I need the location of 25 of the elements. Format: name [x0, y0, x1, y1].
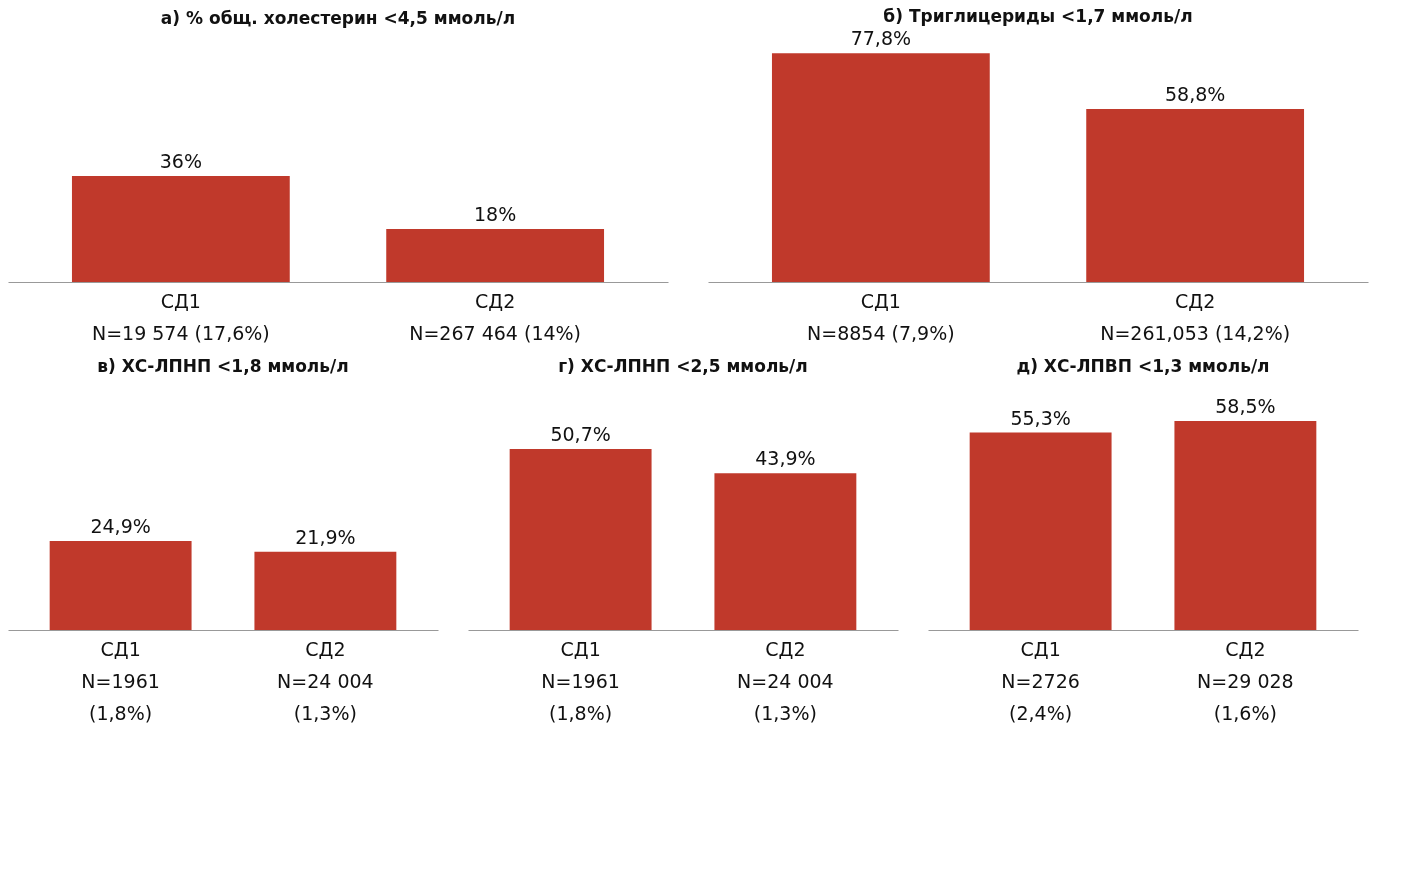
chart-title: г) ХС-ЛПНП <2,5 ммоль/л: [558, 356, 808, 376]
x-tick-label: СД2 N=261,053 (14,2%): [1100, 289, 1291, 344]
data-label: 36%: [159, 150, 202, 173]
x-tick-label: СД1 N=2726 (2,4%): [1001, 637, 1080, 724]
x-tick-label: СД1 N=1961 (1,8%): [81, 637, 160, 724]
data-label: 21,9%: [295, 525, 356, 548]
chart-title: б) Триглицериды <1,7 ммоль/л: [883, 6, 1193, 27]
data-label: 50,7%: [550, 422, 611, 445]
x-tick-label: СД2 N=24 004 (1,3%): [277, 637, 374, 724]
chart-title: в) ХС-ЛПНП <1,8 ммоль/л: [97, 356, 349, 376]
chart-title: д) ХС-ЛПВП <1,3 ммоль/л: [1016, 356, 1270, 376]
x-tick-label: СД1 N=8854 (7,9%): [807, 289, 955, 344]
data-label: 77,8%: [850, 27, 912, 50]
data-label: 18%: [474, 203, 517, 226]
x-tick-label: СД1 N=19 574 (17,6%): [91, 289, 270, 344]
data-label: 58,8%: [1164, 83, 1226, 106]
data-label: 55,3%: [1010, 406, 1071, 429]
x-tick-label: СД2 N=29 028 (1,6%): [1197, 637, 1294, 724]
chart-title: а) % общ. холестерин <4,5 ммоль/л: [160, 8, 516, 28]
x-tick-label: СД2 N=267 464 (14%): [409, 289, 582, 344]
data-label: 24,9%: [90, 515, 151, 538]
x-tick-label: СД2 N=24 004 (1,3%): [737, 637, 834, 724]
data-label: 58,5%: [1215, 395, 1276, 418]
data-label: 43,9%: [755, 447, 816, 470]
x-tick-label: СД1 N=1961 (1,8%): [541, 637, 620, 724]
